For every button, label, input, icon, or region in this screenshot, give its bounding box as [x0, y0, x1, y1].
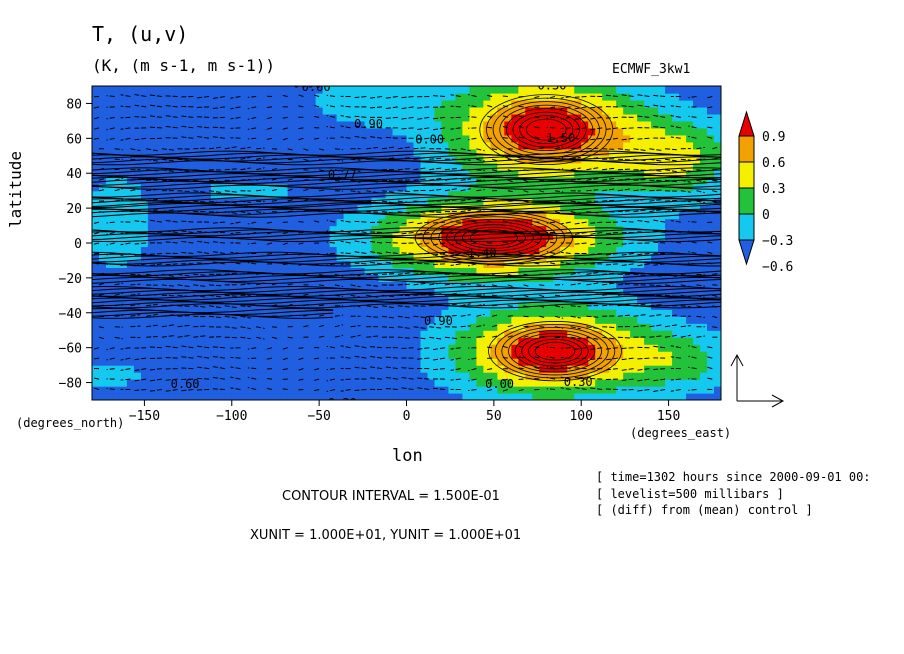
y-tick-label: −20 — [59, 272, 82, 287]
x-axis-label: lon — [392, 446, 423, 466]
x-tick-label: −50 — [307, 409, 330, 424]
colorbar-segment — [738, 187, 755, 215]
contour-label: 0.90 — [293, 77, 322, 91]
contour-label: 0.00 — [485, 377, 514, 391]
y-tick-label: −80 — [59, 377, 82, 392]
y-tick-label: 0 — [74, 237, 82, 252]
colorbar-segment — [738, 161, 755, 189]
chart-units: (K, (m s-1, m s-1)) — [92, 56, 276, 75]
vector-unit-text: XUNIT = 1.000E+01, YUNIT = 1.000E+01 — [250, 528, 522, 543]
reference-vector — [730, 353, 785, 408]
colorbar-segment — [738, 110, 755, 137]
colorbar-label: 0.9 — [762, 130, 785, 145]
x-tick-label: −100 — [216, 409, 247, 424]
contour-label: 0.30 — [538, 78, 567, 92]
x-tick-label: 150 — [657, 409, 680, 424]
colorbar-segment — [738, 135, 755, 163]
colorbar: 0.9 0.6 0.3 0 −0.3 −0.6 — [738, 110, 793, 275]
contour-label: 0.30 — [328, 396, 357, 410]
contour-label: 1.40 — [468, 246, 497, 260]
contour-labels: 0.900.600.900.000.301.500.771.400.900.00… — [171, 77, 593, 410]
colorbar-label: 0.3 — [762, 182, 785, 197]
colorbar-label: −0.6 — [762, 260, 793, 275]
contour-label: 0.30 — [564, 375, 593, 389]
y-tick-label: 20 — [66, 202, 82, 217]
x-tick-label: 100 — [569, 409, 592, 424]
colorbar-label: 0.6 — [762, 156, 785, 171]
contour-label: 0.60 — [171, 377, 200, 391]
x-tick-label: 50 — [486, 409, 502, 424]
temperature-field — [92, 86, 721, 400]
contour-label: 0.77 — [328, 167, 357, 181]
y-tick-label: −60 — [59, 342, 82, 357]
colorbar-label: −0.3 — [762, 234, 793, 249]
wind-vectors — [92, 94, 720, 392]
colorbar-label: 0 — [762, 208, 770, 223]
meta-diff: [ (diff) from (mean) control ] — [596, 503, 813, 517]
x-tick-label: 0 — [403, 409, 411, 424]
y-axis: −80 −60 −40 −20 0 20 40 60 80 — [59, 97, 92, 392]
y-tick-label: 60 — [66, 132, 82, 147]
contour-label: 0.90 — [424, 314, 453, 328]
meta-level: [ levelist=500 millibars ] — [596, 487, 784, 501]
chart-title: T, (u,v) — [92, 22, 189, 46]
contour-label: 1.50 — [546, 131, 575, 145]
y-axis-units: (degrees_north) — [16, 416, 125, 430]
x-tick-label: −150 — [129, 409, 160, 424]
contour-label: 0.90 — [354, 117, 383, 131]
meta-time: [ time=1302 hours since 2000-09-01 00: — [596, 470, 871, 484]
contour-label: 0.60 — [302, 80, 331, 94]
run-name: ECMWF_3kw1 — [612, 62, 691, 77]
x-axis-units: (degrees_east) — [630, 426, 732, 440]
y-tick-label: −40 — [59, 307, 82, 322]
y-tick-label: 80 — [66, 97, 82, 112]
colorbar-segment — [738, 213, 755, 241]
x-axis: −150 −100 −50 0 50 100 150 — [129, 400, 680, 424]
colorbar-segment — [738, 239, 755, 266]
contour-label: 0.00 — [415, 133, 444, 147]
y-tick-label: 40 — [66, 167, 82, 182]
contour-interval-text: CONTOUR INTERVAL = 1.500E-01 — [282, 489, 500, 504]
